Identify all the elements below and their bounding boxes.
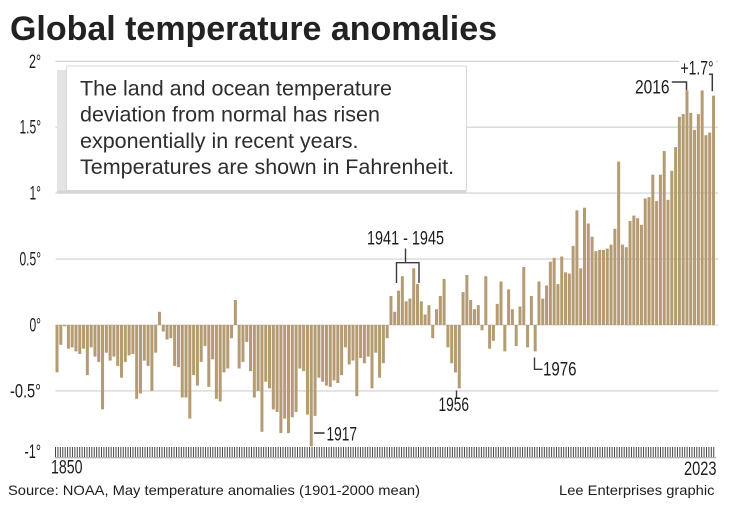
svg-text:-1°: -1°: [25, 442, 42, 463]
svg-text:2016: 2016: [635, 78, 670, 99]
svg-text:0°: 0°: [30, 316, 42, 337]
svg-text:+1.7°: +1.7°: [681, 59, 714, 80]
svg-text:Temperatures are shown in Fahr: Temperatures are shown in Fahrenheit.: [80, 155, 454, 179]
svg-text:1.5°: 1.5°: [20, 118, 42, 139]
svg-text:exponentially in recent years.: exponentially in recent years.: [80, 129, 358, 153]
svg-text:-0.5°: -0.5°: [10, 381, 41, 402]
svg-text:1941 - 1945: 1941 - 1945: [367, 229, 444, 250]
svg-text:2023: 2023: [684, 459, 717, 480]
svg-text:The land and ocean temperature: The land and ocean temperature: [80, 77, 392, 101]
svg-text:1956: 1956: [439, 395, 470, 416]
svg-text:1917: 1917: [327, 425, 358, 446]
svg-text:Global temperature anomalies: Global temperature anomalies: [10, 10, 497, 48]
svg-text:1850: 1850: [51, 458, 83, 479]
svg-text:0.5°: 0.5°: [20, 250, 42, 271]
svg-text:deviation from normal has rise: deviation from normal has risen: [80, 103, 380, 127]
svg-text:1976: 1976: [543, 360, 577, 381]
svg-text:2°: 2°: [29, 52, 41, 73]
svg-text:Lee Enterprises graphic: Lee Enterprises graphic: [559, 482, 715, 498]
svg-text:Source: NOAA, May temperature: Source: NOAA, May temperature anomalies …: [8, 482, 420, 498]
svg-text:1°: 1°: [30, 184, 42, 205]
